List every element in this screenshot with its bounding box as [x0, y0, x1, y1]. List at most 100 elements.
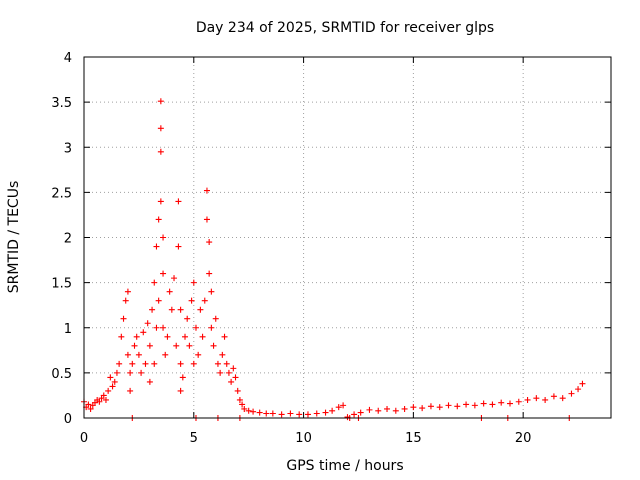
y-tick-label: 3.5 — [51, 96, 72, 111]
x-tick-label: 5 — [190, 431, 198, 446]
data-point — [153, 243, 160, 250]
data-point — [203, 216, 210, 223]
data-point — [124, 288, 131, 295]
data-point — [107, 374, 114, 381]
data-point — [160, 324, 167, 331]
data-point — [109, 383, 116, 390]
data-point — [506, 400, 513, 407]
data-point — [186, 342, 193, 349]
data-point — [454, 403, 461, 410]
data-point — [166, 288, 173, 295]
x-axis-label: GPS time / hours — [286, 458, 403, 474]
data-point — [228, 378, 235, 385]
y-tick-label: 3 — [64, 141, 72, 156]
data-point — [135, 351, 142, 358]
data-point — [241, 405, 248, 412]
data-point — [124, 351, 131, 358]
data-point — [151, 360, 158, 367]
data-point — [195, 351, 202, 358]
data-point — [575, 386, 582, 393]
x-tick-label: 15 — [405, 431, 422, 446]
data-point — [85, 401, 92, 408]
data-point — [250, 408, 257, 415]
data-point — [463, 401, 470, 408]
data-point — [239, 401, 246, 408]
data-point — [188, 297, 195, 304]
data-point — [212, 315, 219, 322]
data-point — [182, 333, 189, 340]
data-point — [335, 404, 342, 411]
data-point — [219, 351, 226, 358]
data-point — [210, 342, 217, 349]
data-point — [401, 405, 408, 412]
data-point — [127, 387, 134, 394]
data-point — [384, 405, 391, 412]
data-point — [410, 404, 417, 411]
data-point — [206, 270, 213, 277]
data-point — [157, 98, 164, 105]
data-point — [190, 279, 197, 286]
data-point — [146, 378, 153, 385]
data-point — [550, 393, 557, 400]
data-point — [515, 398, 522, 405]
data-point — [192, 324, 199, 331]
y-tick-label: 0 — [64, 412, 72, 427]
y-tick-label: 4 — [64, 51, 72, 66]
data-point — [144, 320, 151, 327]
data-point — [184, 315, 191, 322]
data-point — [133, 333, 140, 340]
data-point — [208, 288, 215, 295]
data-point — [223, 360, 230, 367]
data-point — [177, 306, 184, 313]
data-point — [230, 365, 237, 372]
data-point — [153, 324, 160, 331]
data-point — [278, 411, 285, 418]
data-point — [171, 275, 178, 282]
data-point — [236, 396, 243, 403]
data-point — [160, 234, 167, 241]
data-point — [201, 297, 208, 304]
data-point — [131, 342, 138, 349]
data-point — [122, 297, 129, 304]
data-point — [375, 407, 382, 414]
data-point — [173, 342, 180, 349]
chart-title: Day 234 of 2025, SRMTID for receiver glp… — [196, 20, 494, 36]
data-point — [164, 333, 171, 340]
data-point — [419, 405, 426, 412]
data-point — [579, 380, 586, 387]
x-tick-label: 10 — [295, 431, 312, 446]
data-point — [203, 187, 210, 194]
data-point — [113, 369, 120, 376]
data-point — [427, 403, 434, 410]
data-point — [155, 216, 162, 223]
data-point — [151, 279, 158, 286]
data-point — [157, 148, 164, 155]
data-point — [256, 409, 263, 416]
data-point — [142, 360, 149, 367]
data-point — [340, 402, 347, 409]
data-point — [199, 333, 206, 340]
data-point — [263, 410, 270, 417]
data-point — [120, 315, 127, 322]
data-point — [392, 407, 399, 414]
data-point — [96, 398, 103, 405]
data-point — [322, 409, 329, 416]
y-tick-label: 1.5 — [51, 277, 72, 292]
y-tick-label: 2 — [64, 232, 72, 247]
data-point — [179, 374, 186, 381]
data-point — [313, 410, 320, 417]
data-point — [160, 270, 167, 277]
data-point — [146, 342, 153, 349]
data-point — [296, 411, 303, 418]
data-point — [542, 396, 549, 403]
data-point — [175, 243, 182, 250]
data-point — [351, 411, 358, 418]
data-point — [157, 198, 164, 205]
data-point — [498, 399, 505, 406]
data-point — [102, 396, 109, 403]
data-point — [445, 402, 452, 409]
data-point — [234, 387, 241, 394]
data-point — [116, 360, 123, 367]
data-point — [197, 306, 204, 313]
